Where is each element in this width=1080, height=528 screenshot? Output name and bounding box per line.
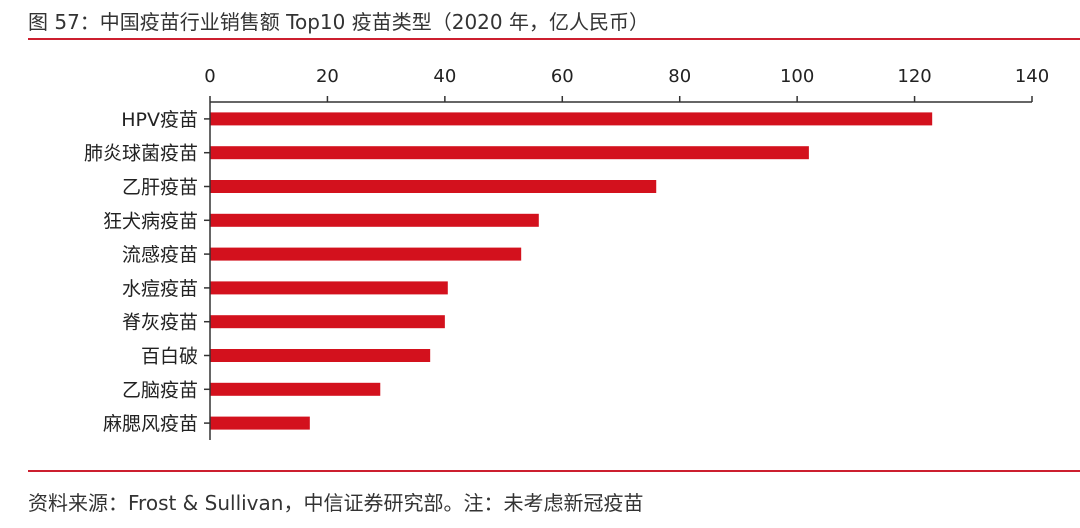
- bar: [210, 146, 809, 160]
- bar: [210, 281, 448, 295]
- bar: [210, 349, 431, 362]
- x-axis-ticks: 0 20 40 60 80 100 120 140: [204, 66, 1049, 102]
- x-tick-label: 0: [204, 66, 215, 87]
- x-tick-label: 40: [433, 66, 456, 87]
- category-label: 乙肝疫苗: [122, 177, 198, 199]
- source-note: 资料来源：Frost & Sullivan，中信证券研究部。注：未考虑新冠疫苗: [28, 491, 644, 515]
- category-label: 百白破: [141, 346, 198, 368]
- y-axis-labels: HPV疫苗肺炎球菌疫苗乙肝疫苗狂犬病疫苗流感疫苗水痘疫苗脊灰疫苗百白破乙脑疫苗麻…: [84, 109, 210, 435]
- figure-title: 图 57：中国疫苗行业销售额 Top10 疫苗类型（2020 年，亿人民币）: [28, 10, 649, 34]
- category-label: 狂犬病疫苗: [103, 210, 198, 232]
- category-label: 水痘疫苗: [122, 278, 198, 300]
- bars: [210, 112, 933, 430]
- category-label: 麻腮风疫苗: [103, 413, 198, 435]
- bar: [210, 382, 381, 396]
- bar: [210, 315, 445, 329]
- bar: [210, 213, 539, 227]
- bar: [210, 247, 522, 261]
- x-tick-label: 140: [1015, 66, 1049, 87]
- category-label: 脊灰疫苗: [122, 312, 198, 334]
- category-label: 肺炎球菌疫苗: [84, 143, 198, 165]
- bar: [210, 112, 933, 126]
- x-tick-label: 120: [897, 66, 931, 87]
- bar-chart: 0 20 40 60 80 100 120 140 HPV疫苗肺炎球菌疫苗乙肝疫苗狂犬病疫苗流…: [84, 66, 1049, 440]
- source-rule: [28, 470, 1080, 472]
- bar: [210, 180, 657, 193]
- bar: [210, 416, 310, 430]
- x-tick-label: 20: [316, 66, 339, 87]
- x-tick-label: 60: [551, 66, 574, 87]
- title-rule: [28, 38, 1080, 40]
- category-label: HPV疫苗: [121, 109, 198, 131]
- x-tick-label: 80: [668, 66, 691, 87]
- category-label: 乙脑疫苗: [122, 379, 198, 401]
- x-tick-label: 100: [780, 66, 814, 87]
- category-label: 流感疫苗: [122, 244, 198, 266]
